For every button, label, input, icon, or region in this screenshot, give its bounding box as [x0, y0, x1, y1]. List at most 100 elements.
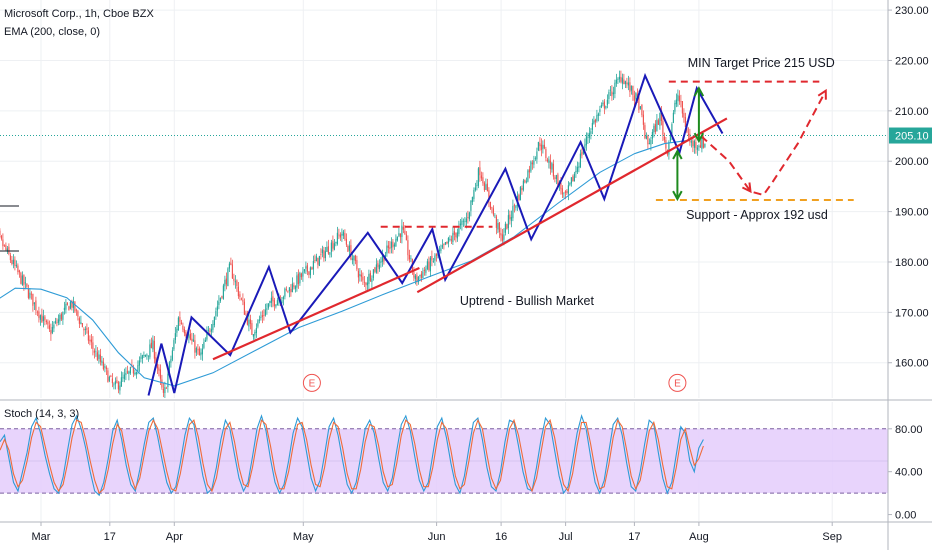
- stoch-d-line: [0, 418, 704, 495]
- candle-body: [588, 133, 590, 138]
- candle-body: [681, 101, 683, 114]
- candle-body: [461, 220, 463, 226]
- candle-body: [302, 271, 304, 277]
- candle-body: [36, 311, 38, 313]
- candle-body: [110, 375, 112, 377]
- candle-body: [266, 308, 268, 310]
- candle-body: [545, 149, 547, 159]
- candle-body: [150, 342, 152, 349]
- candle-body: [668, 141, 670, 155]
- candle-body: [81, 323, 83, 328]
- candle-body: [387, 245, 389, 248]
- candle-body: [230, 262, 232, 266]
- candle-body: [425, 268, 427, 273]
- candle-body: [80, 322, 82, 324]
- candle-body: [432, 261, 434, 263]
- candle-body: [363, 281, 365, 283]
- candle-body: [344, 233, 346, 240]
- symbol-legend[interactable]: Microsoft Corp., 1h, Cboe BZX: [4, 7, 154, 21]
- candle-body: [542, 144, 544, 150]
- candle-body: [636, 93, 638, 97]
- candle-body: [404, 230, 406, 235]
- candle-body: [641, 104, 643, 116]
- candle-body: [543, 144, 545, 149]
- candle-body: [657, 120, 659, 125]
- candle-body: [563, 192, 565, 194]
- candle-body: [426, 261, 428, 269]
- target-arrow-lower-head-end: [672, 190, 683, 202]
- candle-body: [660, 110, 662, 121]
- candle-body: [168, 362, 170, 373]
- candle-body: [600, 104, 602, 108]
- candle-body: [368, 274, 370, 285]
- candle-body: [165, 388, 167, 389]
- candle-body: [291, 283, 293, 292]
- price-tick-label: 170.00: [895, 307, 929, 319]
- candle-body: [332, 241, 334, 249]
- candle-body: [159, 369, 161, 379]
- candle-body: [123, 374, 125, 379]
- candle-body: [479, 167, 481, 176]
- candle-body: [18, 270, 20, 273]
- candle-body: [440, 248, 442, 252]
- candle-body: [366, 282, 368, 286]
- candle-body: [453, 231, 455, 235]
- candle-body: [86, 327, 88, 331]
- candle-body: [647, 135, 649, 145]
- candle-body: [578, 166, 580, 169]
- candle-body: [683, 112, 685, 118]
- candle-body: [333, 243, 335, 250]
- candle-body: [531, 162, 533, 165]
- candle-body: [483, 182, 485, 191]
- candle-body: [597, 113, 599, 116]
- candle-body: [161, 379, 163, 388]
- target-arrow-lower-head-start: [672, 149, 683, 160]
- candle-body: [11, 260, 13, 264]
- candle-body: [99, 354, 101, 362]
- candle-body: [617, 79, 619, 80]
- candle-body: [639, 106, 641, 109]
- candle-body: [401, 225, 403, 238]
- candle-body: [149, 344, 151, 358]
- candle-body: [497, 223, 499, 230]
- candle-body: [116, 380, 118, 383]
- candle-body: [21, 275, 23, 285]
- candle-body: [167, 373, 169, 388]
- stoch-legend[interactable]: Stoch (14, 3, 3): [4, 407, 79, 421]
- candle-body: [225, 278, 227, 285]
- candle-body: [584, 144, 586, 148]
- time-tick-label: Mar: [32, 531, 51, 543]
- candle-body: [423, 269, 425, 272]
- candle-body: [125, 372, 127, 375]
- candle-body: [248, 319, 250, 327]
- candle-body: [273, 300, 275, 307]
- candle-body: [402, 226, 404, 230]
- candle-body: [537, 141, 539, 151]
- time-tick-label: May: [293, 531, 314, 543]
- candle-body: [53, 324, 55, 329]
- candle-body: [135, 372, 137, 375]
- candle-body: [204, 340, 206, 342]
- candle-body: [540, 144, 542, 150]
- candle-body: [506, 224, 508, 230]
- candle-body: [419, 275, 421, 277]
- candle-body: [431, 256, 433, 261]
- candle-body: [83, 328, 85, 331]
- candle-body: [603, 101, 605, 109]
- ema-legend[interactable]: EMA (200, close, 0): [4, 25, 100, 39]
- candle-body: [504, 223, 506, 233]
- candle-body: [249, 319, 251, 324]
- projection-arrowhead: [817, 88, 827, 100]
- candle-body: [171, 350, 173, 360]
- candle-body: [126, 371, 128, 373]
- candle-body: [359, 273, 361, 277]
- candle-body: [434, 255, 436, 261]
- candle-body: [473, 189, 475, 199]
- candle-body: [623, 79, 625, 85]
- candle-body: [240, 298, 242, 300]
- candle-body: [257, 320, 259, 327]
- candle-body: [663, 136, 665, 141]
- candle-body: [224, 279, 226, 287]
